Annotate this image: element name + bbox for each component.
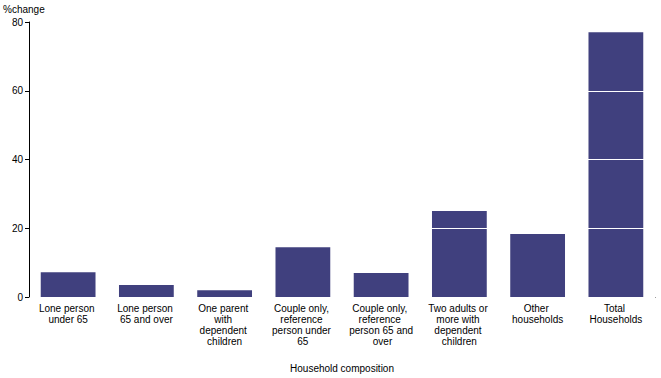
svg-text:over: over: [370, 336, 393, 347]
svg-text:80: 80: [12, 17, 24, 28]
svg-text:Household composition: Household composition: [290, 363, 394, 374]
svg-text:Households: Households: [589, 314, 642, 325]
svg-text:%change: %change: [3, 4, 45, 15]
svg-text:more with: more with: [436, 314, 482, 325]
svg-text:20: 20: [12, 223, 24, 234]
svg-text:person under: person under: [272, 325, 334, 336]
svg-text:reference: reference: [280, 314, 325, 325]
svg-text:Couple only,: Couple only,: [352, 303, 410, 314]
svg-text:60: 60: [12, 85, 24, 96]
svg-text:with: with: [213, 314, 235, 325]
svg-text:Couple only,: Couple only,: [274, 303, 332, 314]
svg-text:households: households: [512, 314, 563, 325]
svg-text:Other: Other: [524, 303, 552, 314]
svg-text:children: children: [442, 336, 477, 347]
svg-text:65 and over: 65 and over: [120, 314, 173, 325]
svg-text:dependent: dependent: [200, 325, 250, 336]
svg-text:One parent: One parent: [198, 303, 251, 314]
svg-text:Lone person: Lone person: [117, 303, 175, 314]
svg-text:person 65 and: person 65 and: [349, 325, 413, 336]
svg-text:reference: reference: [359, 314, 404, 325]
svg-text:children: children: [207, 336, 242, 347]
svg-text:65: 65: [297, 336, 309, 347]
svg-text:Two adults or: Two adults or: [428, 303, 490, 314]
svg-text:dependent: dependent: [434, 325, 484, 336]
svg-text:Lone person: Lone person: [39, 303, 97, 314]
svg-text:Total: Total: [604, 303, 628, 314]
svg-text:0: 0: [17, 292, 23, 303]
svg-text:40: 40: [12, 154, 24, 165]
svg-text:under 65: under 65: [48, 314, 88, 325]
